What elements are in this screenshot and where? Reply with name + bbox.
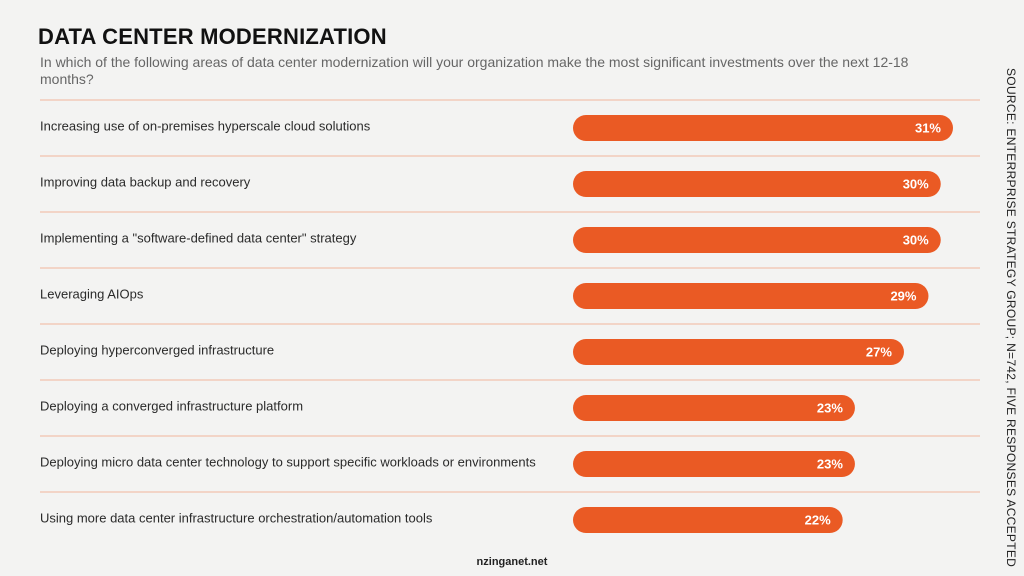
bar-value-label: 30% — [903, 176, 929, 191]
footer-site: nzinganet.net — [476, 556, 548, 568]
bar-value-label: 23% — [817, 456, 843, 471]
bar — [573, 283, 929, 309]
bar — [573, 507, 843, 533]
bar — [573, 451, 855, 477]
category-label: Increasing use of on-premises hyperscale… — [40, 118, 371, 133]
bar-value-label: 31% — [915, 120, 941, 135]
bar — [573, 227, 941, 253]
category-label: Improving data backup and recovery — [40, 174, 251, 189]
bar-value-label: 29% — [890, 288, 916, 303]
category-label: Leveraging AIOps — [40, 286, 144, 301]
bar — [573, 171, 941, 197]
category-label: Deploying micro data center technology t… — [40, 454, 536, 469]
bar-value-label: 30% — [903, 232, 929, 247]
bar-value-label: 23% — [817, 400, 843, 415]
category-label: Deploying hyperconverged infrastructure — [40, 342, 274, 357]
bar — [573, 339, 904, 365]
category-label: Using more data center infrastructure or… — [40, 510, 433, 525]
bar — [573, 115, 953, 141]
bar-value-label: 22% — [805, 512, 831, 527]
chart-title: DATA CENTER MODERNIZATION — [38, 24, 387, 49]
chart-subtitle: In which of the following areas of data … — [40, 54, 909, 87]
category-label: Implementing a "software-defined data ce… — [40, 230, 357, 245]
category-label: Deploying a converged infrastructure pla… — [40, 398, 303, 413]
bar-value-label: 27% — [866, 344, 892, 359]
bar — [573, 395, 855, 421]
